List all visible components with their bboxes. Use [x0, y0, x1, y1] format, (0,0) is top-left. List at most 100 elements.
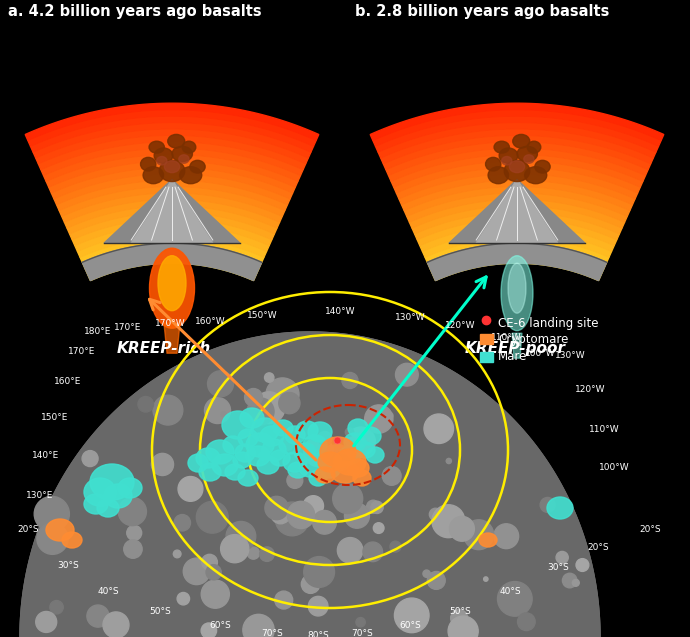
Ellipse shape	[196, 448, 220, 468]
Text: Cryptomare: Cryptomare	[498, 333, 569, 345]
Circle shape	[36, 612, 57, 633]
Circle shape	[450, 517, 475, 541]
Circle shape	[204, 397, 230, 424]
Ellipse shape	[524, 155, 534, 163]
Ellipse shape	[299, 459, 321, 477]
Circle shape	[275, 591, 293, 609]
Circle shape	[452, 515, 465, 527]
Circle shape	[82, 450, 98, 466]
Ellipse shape	[527, 141, 541, 153]
Polygon shape	[61, 193, 282, 222]
Ellipse shape	[222, 411, 254, 439]
Polygon shape	[391, 154, 643, 187]
Text: 150°W: 150°W	[247, 311, 277, 320]
Ellipse shape	[257, 456, 279, 474]
Circle shape	[247, 547, 259, 559]
Polygon shape	[88, 257, 256, 280]
Ellipse shape	[486, 157, 501, 171]
Ellipse shape	[233, 452, 251, 468]
Text: 130°E: 130°E	[26, 490, 54, 499]
Ellipse shape	[270, 450, 290, 466]
Text: 70°S: 70°S	[261, 629, 283, 637]
Polygon shape	[86, 250, 259, 275]
Text: 120°W: 120°W	[445, 322, 475, 331]
Ellipse shape	[46, 519, 74, 541]
Ellipse shape	[149, 141, 164, 153]
Text: 20°S: 20°S	[17, 526, 39, 534]
Ellipse shape	[188, 454, 208, 472]
Ellipse shape	[62, 532, 82, 548]
Polygon shape	[427, 243, 607, 280]
Circle shape	[199, 449, 212, 462]
Ellipse shape	[344, 433, 366, 451]
Ellipse shape	[517, 147, 538, 162]
Circle shape	[304, 557, 335, 587]
Text: 110°W: 110°W	[589, 426, 620, 434]
Polygon shape	[20, 332, 600, 637]
Ellipse shape	[479, 533, 497, 547]
Circle shape	[318, 431, 332, 446]
Polygon shape	[75, 225, 269, 252]
Ellipse shape	[84, 494, 108, 514]
Polygon shape	[404, 187, 630, 217]
Circle shape	[279, 392, 300, 413]
Ellipse shape	[118, 478, 142, 498]
Text: 170°W: 170°W	[155, 318, 186, 327]
Polygon shape	[394, 161, 640, 193]
Circle shape	[576, 559, 589, 571]
Text: 150°E: 150°E	[41, 413, 69, 422]
Ellipse shape	[279, 436, 301, 454]
Circle shape	[308, 596, 328, 616]
Ellipse shape	[168, 134, 185, 148]
Polygon shape	[80, 238, 264, 263]
Ellipse shape	[246, 433, 274, 457]
Circle shape	[201, 580, 229, 608]
Ellipse shape	[141, 157, 156, 171]
Polygon shape	[64, 199, 279, 228]
Ellipse shape	[90, 464, 134, 500]
Circle shape	[448, 616, 478, 637]
Text: 100°W: 100°W	[599, 464, 629, 473]
Circle shape	[178, 476, 203, 501]
Circle shape	[518, 613, 535, 631]
Text: 140°W: 140°W	[325, 308, 355, 317]
Ellipse shape	[339, 446, 361, 464]
Ellipse shape	[547, 497, 573, 519]
Polygon shape	[396, 167, 638, 199]
Text: 20°S: 20°S	[587, 543, 609, 552]
Ellipse shape	[353, 470, 371, 486]
Circle shape	[287, 501, 315, 529]
Polygon shape	[54, 174, 290, 204]
Ellipse shape	[283, 452, 307, 472]
Ellipse shape	[535, 161, 550, 173]
Ellipse shape	[158, 255, 186, 311]
Polygon shape	[30, 116, 313, 152]
Ellipse shape	[157, 157, 167, 165]
Circle shape	[151, 454, 174, 476]
Ellipse shape	[513, 134, 530, 148]
Circle shape	[184, 558, 210, 585]
Ellipse shape	[288, 462, 308, 478]
Ellipse shape	[334, 449, 366, 475]
Circle shape	[208, 371, 233, 397]
Text: 50°S: 50°S	[449, 608, 471, 617]
Ellipse shape	[143, 167, 164, 183]
Polygon shape	[428, 244, 607, 269]
Circle shape	[259, 547, 274, 561]
Polygon shape	[373, 110, 661, 146]
Polygon shape	[41, 141, 303, 175]
Circle shape	[253, 392, 285, 424]
Text: KREEP-rich: KREEP-rich	[117, 341, 211, 356]
Bar	[480, 334, 493, 344]
Text: 20°S: 20°S	[639, 526, 661, 534]
Circle shape	[206, 564, 221, 580]
Ellipse shape	[508, 263, 526, 313]
Ellipse shape	[154, 148, 173, 163]
Polygon shape	[409, 199, 624, 228]
Ellipse shape	[331, 461, 359, 483]
Circle shape	[371, 501, 383, 513]
Polygon shape	[57, 180, 288, 210]
Polygon shape	[46, 154, 298, 187]
Ellipse shape	[494, 141, 509, 153]
Ellipse shape	[488, 167, 509, 183]
